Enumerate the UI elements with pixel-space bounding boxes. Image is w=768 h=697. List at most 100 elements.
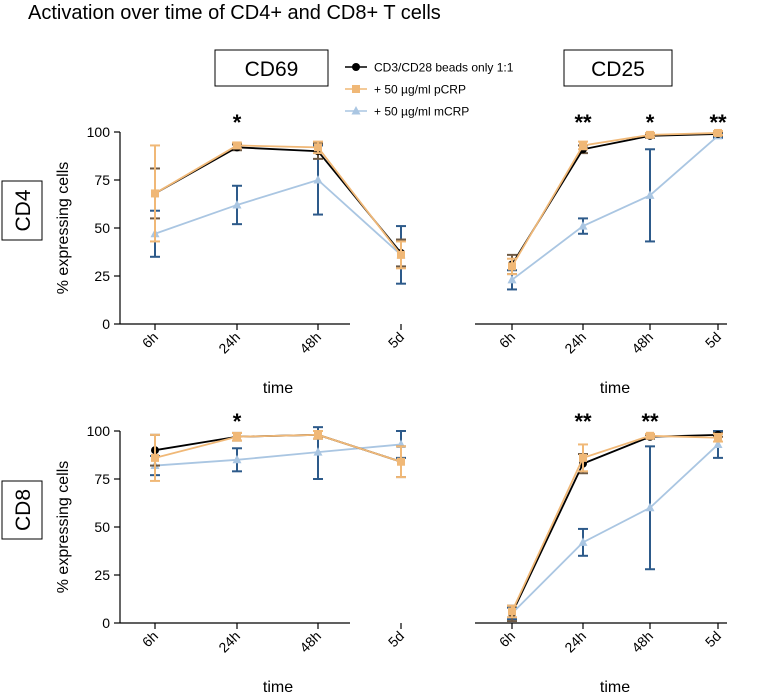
y-tick-label: 25 bbox=[94, 268, 110, 284]
data-point bbox=[397, 457, 405, 466]
y-tick-label: 50 bbox=[94, 220, 110, 236]
y-tick-label: 50 bbox=[94, 519, 110, 535]
data-point bbox=[508, 607, 516, 616]
data-point bbox=[646, 431, 654, 440]
series-line bbox=[511, 132, 719, 267]
data-point bbox=[397, 250, 405, 259]
legend-label: CD3/CD28 beads only 1:1 bbox=[374, 61, 514, 75]
y-axis-title: % expressing cells bbox=[55, 162, 72, 295]
row-label-cd8: CD8 bbox=[1, 480, 43, 540]
panel-cd4-cd69: 0 25 50 75 100 % expressing cells 6h 24h 48h 5d ti… bbox=[55, 110, 407, 397]
significance-marker: * bbox=[233, 409, 242, 434]
series-beads bbox=[150, 142, 406, 268]
data-point bbox=[713, 439, 723, 448]
data-point bbox=[314, 143, 322, 152]
data-point bbox=[233, 432, 241, 441]
data-point bbox=[578, 537, 588, 546]
column-label-cd69: CD69 bbox=[214, 49, 329, 87]
series-pcrp bbox=[150, 430, 406, 482]
data-point bbox=[232, 454, 242, 464]
significance-marker: * bbox=[233, 110, 242, 135]
data-point bbox=[508, 262, 516, 271]
legend-label: + 50 µg/ml pCRP bbox=[374, 83, 466, 97]
x-tick-label: 48h bbox=[628, 628, 656, 656]
column-label-cd25: CD25 bbox=[563, 49, 673, 87]
significance-marker: ** bbox=[709, 110, 727, 135]
x-axis-title: time bbox=[600, 679, 630, 696]
panel-cd8-cd25: 6h 24h 48h 5d time ** ** bbox=[475, 409, 727, 696]
data-point bbox=[646, 130, 654, 139]
x-tick-label: 24h bbox=[215, 628, 243, 656]
legend-label: + 50 µg/ml mCRP bbox=[374, 105, 469, 119]
y-tick-label: 100 bbox=[87, 124, 111, 140]
x-axis-title: time bbox=[600, 380, 630, 397]
x-tick-label: 6h bbox=[139, 329, 161, 351]
series-pcrp bbox=[507, 128, 723, 276]
series-line bbox=[511, 433, 719, 614]
x-tick-label: 6h bbox=[496, 329, 518, 351]
legend-marker-square bbox=[352, 85, 360, 93]
series-beads bbox=[507, 129, 723, 276]
x-axis-title: time bbox=[263, 380, 293, 397]
y-axis-title: % expressing cells bbox=[55, 461, 72, 594]
row-label-cd4: CD4 bbox=[1, 180, 43, 241]
y-tick-label: 0 bbox=[102, 316, 110, 332]
y-tick-label: 100 bbox=[87, 423, 111, 439]
x-tick-label: 48h bbox=[296, 329, 324, 357]
series-mcrp bbox=[150, 144, 406, 285]
data-point bbox=[714, 433, 722, 442]
series-pcrp bbox=[507, 431, 723, 619]
series-pcrp bbox=[150, 140, 406, 270]
y-tick-label: 25 bbox=[94, 567, 110, 583]
legend: CD3/CD28 beads only 1:1 + 50 µg/ml pCRP + … bbox=[345, 61, 514, 119]
series-line bbox=[154, 178, 402, 256]
y-tick-label: 0 bbox=[102, 615, 110, 631]
significance-marker: ** bbox=[641, 409, 659, 434]
x-tick-label: 24h bbox=[561, 329, 589, 357]
x-tick-label: 24h bbox=[561, 628, 589, 656]
column-label-text: CD25 bbox=[591, 58, 645, 81]
x-tick-label: 5d bbox=[385, 329, 407, 351]
page-title: Activation over time of CD4+ and CD8+ T … bbox=[28, 2, 441, 24]
x-tick-label: 5d bbox=[385, 628, 407, 650]
data-point bbox=[233, 141, 241, 150]
data-point bbox=[232, 199, 242, 209]
row-label-text: CD8 bbox=[12, 489, 35, 531]
y-tick-label: 75 bbox=[94, 471, 110, 487]
x-tick-label: 6h bbox=[139, 628, 161, 650]
data-point bbox=[579, 453, 587, 462]
series-line bbox=[154, 433, 402, 463]
x-tick-label: 5d bbox=[702, 628, 724, 650]
data-point bbox=[151, 453, 159, 462]
data-point bbox=[313, 447, 323, 456]
series-line bbox=[511, 133, 719, 265]
x-axis-title: time bbox=[263, 679, 293, 696]
data-point bbox=[645, 502, 655, 512]
data-point bbox=[578, 221, 588, 230]
data-point bbox=[645, 190, 655, 199]
series-line bbox=[511, 135, 719, 281]
x-tick-label: 6h bbox=[496, 628, 518, 650]
series-line bbox=[511, 434, 719, 612]
legend-marker-circle bbox=[352, 63, 360, 71]
x-tick-label: 48h bbox=[628, 329, 656, 357]
panel-cd8-cd69: 0 25 50 75 100 % expressing cells 6h 24h 48h 5d ti… bbox=[55, 409, 407, 696]
series-mcrp bbox=[507, 430, 723, 621]
chart-panels: 0 25 50 75 100 % expressing cells 6h 24h 48h 5d ti… bbox=[55, 110, 727, 696]
x-tick-label: 5d bbox=[702, 329, 724, 351]
y-tick-label: 75 bbox=[94, 172, 110, 188]
data-point bbox=[714, 128, 722, 137]
significance-marker: * bbox=[646, 110, 655, 135]
series-line bbox=[154, 146, 402, 254]
series-line bbox=[511, 443, 719, 615]
legend-marker-triangle bbox=[351, 106, 361, 115]
column-label-text: CD69 bbox=[245, 58, 299, 81]
significance-marker: ** bbox=[574, 110, 592, 135]
data-point bbox=[313, 175, 323, 184]
data-point bbox=[151, 189, 159, 198]
data-point bbox=[579, 141, 587, 150]
significance-marker: ** bbox=[574, 409, 592, 434]
data-point bbox=[507, 274, 517, 284]
